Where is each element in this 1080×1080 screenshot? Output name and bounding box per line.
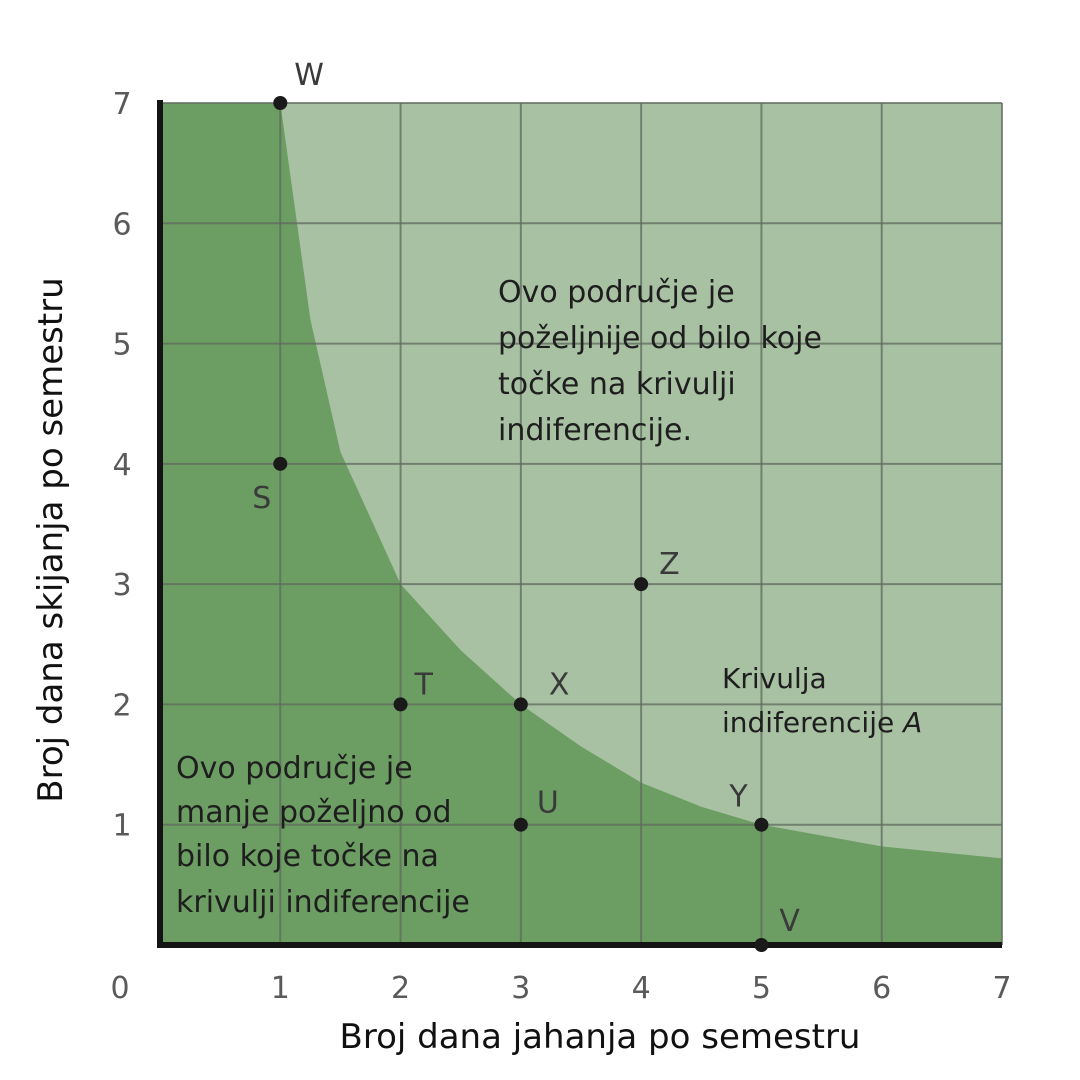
lower-less-preferred-region [160, 103, 1002, 945]
x-tick-label: 7 [992, 971, 1011, 1006]
data-point-label: W [294, 58, 324, 93]
curve-label: Krivulja indiferencije A [722, 662, 922, 739]
y-tick-label: 5 [112, 328, 131, 363]
annotation-upper-line: poželjnije od bilo koje [498, 321, 822, 356]
curve-label-line: Krivulja [722, 662, 827, 695]
data-points: W S T X U Z Y V [252, 58, 800, 952]
y-tick-label: 6 [112, 207, 131, 242]
x-tick-label: 0 [110, 971, 129, 1006]
y-tick-label: 2 [112, 688, 131, 723]
x-tick-label: 6 [872, 971, 891, 1006]
y-axis-title: Broj dana skijanja po semestru [31, 277, 71, 802]
data-point-label: U [537, 786, 559, 821]
data-point-label: T [414, 667, 434, 702]
annotation-upper: Ovo područje je poželjnije od bilo koje … [498, 275, 831, 448]
data-point-label: Y [728, 780, 748, 815]
data-point-u [513, 817, 528, 832]
axes [157, 100, 1002, 948]
annotation-lower-line: krivulji indiferencije [176, 885, 470, 920]
data-point-label: Z [659, 547, 680, 582]
y-tick-label: 4 [112, 448, 131, 483]
annotation-lower-line: manje poželjno od [176, 795, 452, 830]
data-point-s [273, 456, 288, 471]
x-tick-label: 4 [632, 971, 651, 1006]
annotation-upper-line: točke na krivulji [498, 367, 736, 402]
grid-lines [160, 102, 1003, 945]
annotation-lower-line: Ovo područje je [176, 751, 413, 786]
data-point-z [634, 577, 649, 592]
data-point-label: S [252, 481, 271, 516]
y-tick-label: 3 [112, 568, 131, 603]
y-tick-label: 1 [112, 809, 131, 844]
x-axis-title: Broj dana jahanja po semestru [340, 1017, 861, 1057]
x-tick-label: 5 [752, 971, 771, 1006]
data-point-label: V [779, 904, 800, 939]
curve-label-italic: A [901, 706, 922, 739]
annotation-lower: Ovo područje je manje poželjno od bilo k… [176, 751, 470, 920]
data-point-w [273, 96, 288, 110]
data-point-t [393, 697, 408, 712]
x-tick-label: 3 [511, 971, 530, 1006]
x-tick-label: 2 [391, 971, 410, 1006]
x-tick-label: 1 [271, 971, 290, 1006]
data-point-v [754, 938, 769, 952]
data-point-label: X [549, 667, 570, 702]
data-point-x [513, 697, 528, 712]
annotation-lower-line: bilo koje točke na [176, 839, 439, 874]
data-point-y [754, 817, 769, 832]
annotation-upper-line: Ovo područje je [498, 275, 735, 310]
tick-labels: 0 1 2 3 4 5 6 7 1 2 3 4 5 6 7 [110, 87, 1011, 1006]
curve-label-line: indiferencije [722, 706, 903, 739]
y-tick-label: 7 [112, 87, 131, 122]
annotation-upper-line: indiferencije. [498, 413, 692, 448]
